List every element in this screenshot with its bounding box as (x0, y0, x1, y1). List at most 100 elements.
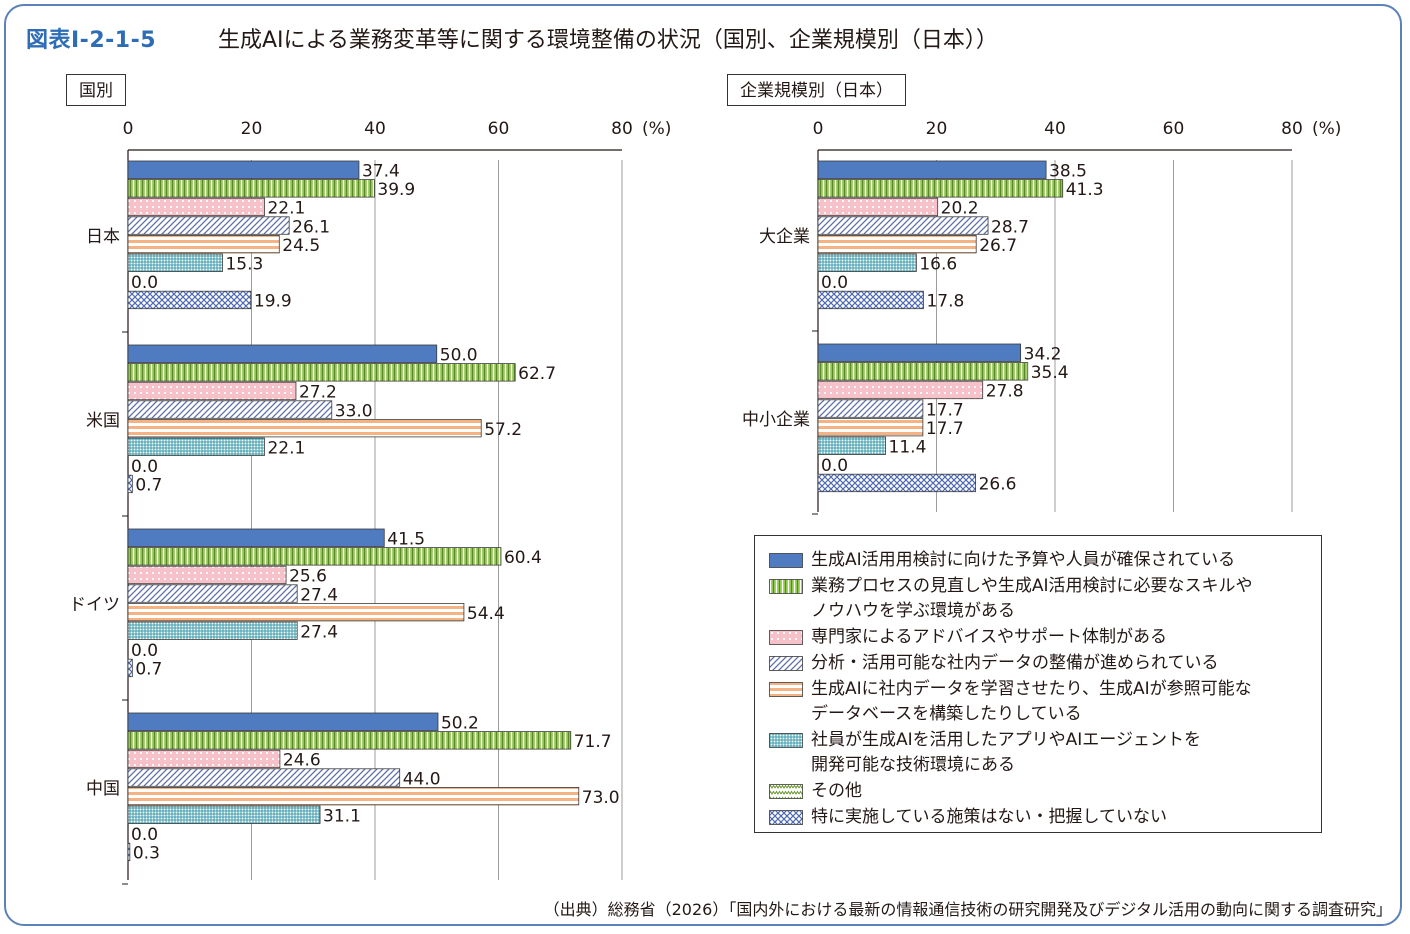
bar-value-label: 62.7 (518, 364, 556, 384)
bar (817, 473, 977, 493)
bar-value-label: 24.6 (283, 751, 321, 771)
bar-value-label: 0.0 (821, 456, 848, 476)
legend: 生成AI活用用検討に向けた予算や人員が確保されている 業務プロセスの見直しや生成A… (754, 535, 1322, 833)
category-label: 米国 (86, 411, 120, 431)
bar-value-label: 31.1 (323, 807, 361, 827)
bar (817, 399, 924, 418)
bar (127, 768, 401, 787)
bar-value-label: 34.2 (1024, 345, 1062, 365)
legend-item: その他 (765, 779, 1313, 804)
x-tick-label: 0 (813, 119, 824, 139)
legend-item: 分析・活用可能な社内データの整備が進められている (765, 651, 1313, 676)
bar-value-label: 33.0 (335, 401, 373, 421)
bar-value-label: 28.7 (991, 217, 1029, 237)
bar-value-label: 0.0 (131, 273, 158, 293)
bar (127, 731, 572, 750)
bar (127, 216, 290, 235)
figure-title: 生成AIによる業務変革等に関する環境整備の状況（国別、企業規模別（日本）） (218, 28, 998, 53)
legend-swatch (769, 579, 803, 594)
chart-panel-by-country: 0 20 40 60 80 (%)日本37.439.922.126.124.515.30.… (69, 119, 671, 885)
bar-value-label: 0.3 (133, 844, 160, 864)
x-tick-label: 60 (1163, 119, 1185, 139)
bar-value-label: 0.0 (821, 273, 848, 293)
bar-value-label: 26.6 (979, 475, 1017, 495)
bar-value-label: 71.7 (574, 732, 612, 752)
bar-value-label: 0.7 (135, 660, 162, 680)
category-label: 中小企業 (742, 410, 810, 430)
bar (127, 528, 385, 547)
legend-item: 業務プロセスの見直しや生成AI活用検討に必要なスキルや ノウハウを学ぶ環境がある (765, 574, 1313, 624)
bar (127, 381, 297, 401)
bar (127, 197, 265, 217)
bar (127, 400, 333, 419)
bar-value-label: 57.2 (484, 420, 522, 440)
bar-value-label: 27.8 (986, 382, 1024, 402)
bar (127, 363, 516, 382)
bar (817, 160, 1047, 179)
bar-value-label: 0.0 (131, 641, 158, 661)
legend-item: 専門家によるアドバイスやサポート体制がある (765, 625, 1313, 650)
legend-swatch (769, 784, 803, 799)
bar (127, 253, 223, 272)
category-label: ドイツ (69, 595, 120, 615)
bar-value-label: 24.5 (282, 236, 320, 256)
legend-item: 特に実施している施策はない・把握していない (765, 805, 1313, 830)
x-tick-label: 60 (488, 119, 510, 139)
bar (127, 712, 439, 731)
category-label: 日本 (86, 227, 120, 247)
legend-text: 生成AI活用用検討に向けた予算や人員が確保されている (811, 550, 1236, 570)
legend-swatch (769, 682, 803, 697)
legend-item: 生成AI活用用検討に向けた予算や人員が確保されている (765, 548, 1313, 573)
bar-value-label: 37.4 (362, 162, 400, 182)
bar-value-label: 41.5 (387, 530, 425, 550)
bar (127, 621, 298, 640)
bar (127, 290, 252, 310)
chart-panel-by-company-size: 0 20 40 60 80 (%) 大企業 38.541.3 20.2 28.726.7 16.6 0… (742, 119, 1341, 515)
source-note: （出典）総務省（2026）「国内外における最新の情報通信技術の研究開発及びデジタ… (543, 900, 1392, 919)
legend-swatch (769, 553, 803, 568)
bar (127, 842, 131, 862)
x-axis-unit: (%) (642, 119, 671, 139)
legend-text: 分析・活用可能な社内データの整備が進められている (811, 653, 1219, 673)
bar-value-label: 50.2 (441, 714, 479, 734)
legend-swatch (769, 656, 803, 671)
bar (127, 749, 281, 769)
bar-value-label: 35.4 (1031, 363, 1069, 383)
bar (817, 253, 917, 272)
legend-text: 業務プロセスの見直しや生成AI活用検討に必要なスキルや (811, 576, 1253, 596)
bar (127, 584, 298, 603)
bar-value-label: 11.4 (889, 438, 927, 458)
bar (127, 603, 465, 622)
bar (127, 179, 375, 198)
bar (127, 658, 133, 678)
legend-item: 社員が生成AIを活用したアプリやAIエージェントを 開発可能な技術環境にある (765, 728, 1313, 778)
bar (817, 380, 984, 400)
legend-text: 開発可能な技術環境にある (811, 755, 1015, 775)
bar (817, 216, 989, 235)
legend-text: 社員が生成AIを活用したアプリやAIエージェントを (811, 730, 1201, 750)
bar-value-label: 27.2 (299, 383, 337, 403)
bar-value-label: 41.3 (1066, 180, 1104, 200)
x-axis-unit: (%) (1312, 119, 1341, 139)
bar (127, 418, 482, 438)
legend-item: 生成AIに社内データを学習させたり、生成AIが参照可能な データベースを構築したり… (765, 677, 1313, 727)
bar (127, 565, 287, 585)
legend-text: データベースを構築したりしている (811, 704, 1082, 724)
x-tick-label: 80 (611, 119, 633, 139)
bar (817, 179, 1064, 198)
bar-value-label: 27.4 (300, 623, 338, 643)
bar (127, 344, 438, 363)
x-tick-label: 0 (123, 119, 134, 139)
bar (127, 547, 502, 566)
x-tick-label: 40 (364, 119, 386, 139)
bar (127, 474, 133, 494)
bar-value-label: 16.6 (919, 255, 957, 275)
bar-value-label: 60.4 (504, 548, 542, 568)
legend-swatch (769, 733, 803, 748)
bar-value-label: 25.6 (289, 567, 327, 587)
legend-text: 専門家によるアドバイスやサポート体制がある (811, 627, 1167, 647)
bar (127, 160, 360, 179)
bar (817, 197, 939, 217)
legend-text: 特に実施している施策はない・把握していない (811, 807, 1167, 827)
